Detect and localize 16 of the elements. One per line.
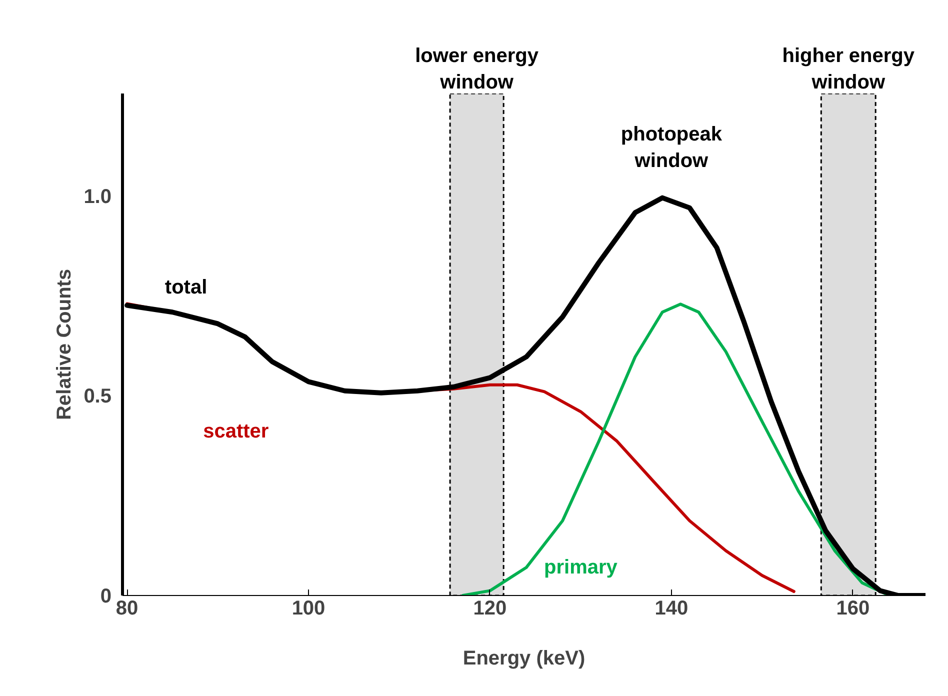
y-axis-title: Relative Counts <box>54 268 76 420</box>
x-tick-label: 140 <box>654 598 688 620</box>
annotation: photopeak window <box>620 124 723 172</box>
x-tick-label: 100 <box>292 598 326 620</box>
y-tick-label: 1.0 <box>84 186 112 208</box>
x-tick-label: 160 <box>836 598 870 620</box>
series-label: total <box>164 276 208 299</box>
x-tick-label: 120 <box>473 598 507 620</box>
y-tick-label: 0.5 <box>84 386 112 408</box>
x-axis-title: Energy (keV) <box>462 648 586 670</box>
band-label: lower energy window <box>415 45 540 94</box>
series-label: primary <box>544 556 618 579</box>
text: scatter <box>203 420 269 443</box>
x-tick-label: 80 <box>116 598 138 620</box>
band-label: higher energy window <box>782 45 916 94</box>
y-tick-label: 0 <box>100 586 112 608</box>
